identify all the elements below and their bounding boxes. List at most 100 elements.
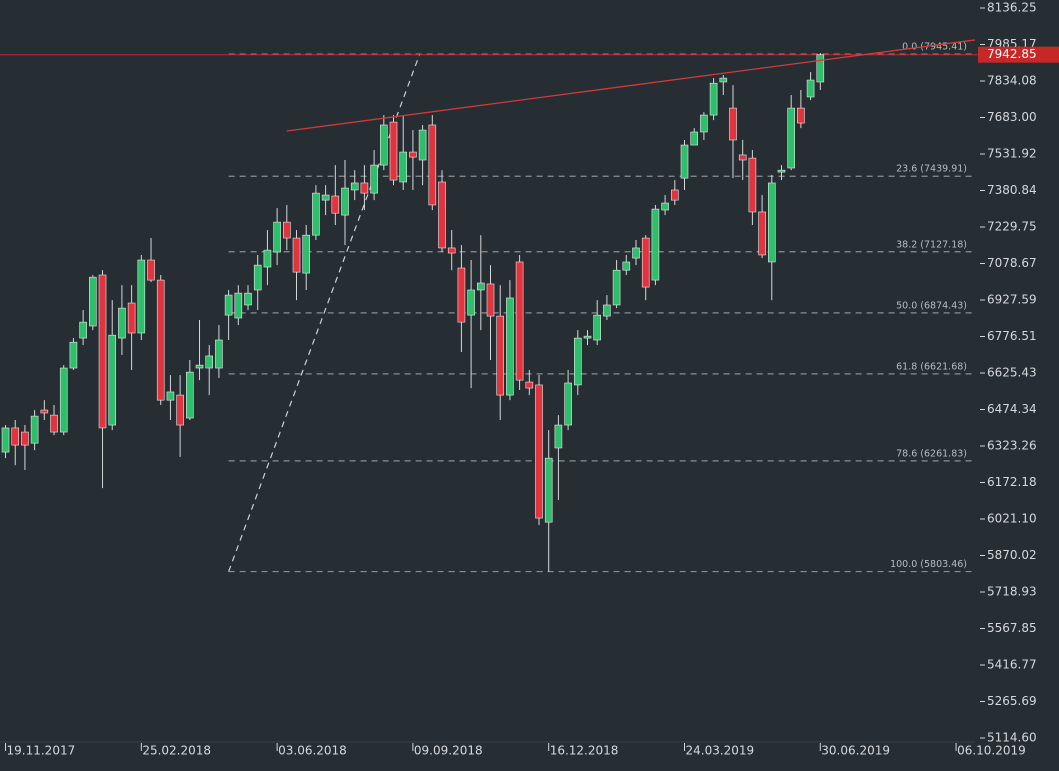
y-tick-label: 7834.08 bbox=[987, 74, 1037, 88]
candle-body bbox=[680, 144, 689, 179]
candle-body bbox=[11, 427, 20, 446]
candle-body bbox=[729, 107, 737, 141]
candle-body bbox=[409, 151, 417, 158]
candle-body bbox=[438, 181, 446, 249]
candle-body bbox=[738, 154, 747, 161]
y-tick-label: 8136.25 bbox=[987, 1, 1037, 15]
candle-body bbox=[477, 282, 485, 291]
candle-body bbox=[127, 302, 136, 334]
candle-body bbox=[612, 269, 621, 306]
candle-body bbox=[583, 335, 592, 339]
trendline bbox=[286, 39, 976, 132]
fib-diagonal bbox=[228, 53, 421, 572]
candle-body bbox=[331, 195, 340, 214]
candle-body bbox=[156, 279, 165, 401]
candle-body bbox=[399, 151, 408, 183]
y-tick-label: 7683.00 bbox=[987, 110, 1037, 124]
x-tick-label: 19.11.2017 bbox=[7, 744, 76, 758]
y-tick-label: 7078.67 bbox=[987, 256, 1037, 270]
candle-body bbox=[506, 297, 514, 396]
x-tick-label: 25.02.2018 bbox=[142, 744, 211, 758]
candle-body bbox=[108, 334, 117, 426]
candle-body bbox=[59, 367, 68, 433]
price-label: 7942.85 bbox=[987, 47, 1037, 61]
candle-body bbox=[89, 276, 97, 327]
fib-level-label: 100.0 (5803.46) bbox=[890, 559, 967, 570]
candle-body bbox=[816, 54, 825, 83]
candle-body bbox=[457, 267, 466, 323]
fib-level-label: 23.6 (7439.91) bbox=[896, 164, 967, 175]
candle-body bbox=[118, 307, 126, 339]
fib-level-label: 78.6 (6261.83) bbox=[896, 448, 967, 459]
candle-body bbox=[467, 289, 475, 316]
candle-body bbox=[428, 124, 437, 206]
candle-body bbox=[176, 394, 184, 426]
candle-body bbox=[641, 237, 650, 288]
x-tick-label: 30.06.2019 bbox=[821, 744, 890, 758]
candle-body bbox=[302, 234, 311, 274]
fib-level-label: 50.0 (6874.43) bbox=[896, 300, 967, 311]
candle-body bbox=[1, 427, 10, 453]
candle-body bbox=[690, 131, 698, 146]
candle-body bbox=[98, 274, 107, 429]
x-tick-label: 03.06.2018 bbox=[278, 744, 347, 758]
candle-body bbox=[283, 221, 291, 239]
candle-body bbox=[186, 371, 194, 419]
candle-body bbox=[806, 79, 815, 98]
y-tick-label: 7229.75 bbox=[987, 220, 1037, 234]
y-tick-label: 6323.26 bbox=[987, 439, 1037, 453]
candle-body bbox=[350, 182, 359, 191]
y-tick-label: 5567.85 bbox=[987, 621, 1037, 635]
candle-body bbox=[670, 189, 679, 201]
candle-body bbox=[389, 121, 398, 181]
candle-body bbox=[234, 292, 243, 319]
candle-body bbox=[447, 247, 456, 254]
y-tick-label: 5416.77 bbox=[987, 657, 1037, 671]
candle-body bbox=[777, 169, 786, 173]
candle-body bbox=[292, 237, 301, 273]
candle-body bbox=[273, 221, 281, 253]
candle-body bbox=[535, 384, 543, 519]
candle-body bbox=[79, 321, 87, 339]
candle-body bbox=[21, 431, 29, 446]
candle-body bbox=[418, 129, 427, 161]
fib-level-label: 61.8 (6621.68) bbox=[896, 361, 967, 372]
candle-body bbox=[651, 208, 660, 281]
y-tick-label: 6474.34 bbox=[987, 402, 1037, 416]
fib-level-label: 0.0 (7945.41) bbox=[902, 42, 967, 53]
candle-body bbox=[661, 202, 669, 211]
x-tick-label: 09.09.2018 bbox=[414, 744, 483, 758]
y-tick-label: 7380.84 bbox=[987, 183, 1037, 197]
candle-body bbox=[30, 415, 39, 444]
candle-body bbox=[50, 414, 58, 433]
y-tick-label: 5870.02 bbox=[987, 548, 1037, 562]
candle-body bbox=[360, 182, 369, 194]
candle-body bbox=[370, 164, 378, 194]
candle-body bbox=[622, 261, 631, 271]
candle-body bbox=[40, 409, 49, 414]
candle-body bbox=[709, 82, 718, 116]
candle-body bbox=[147, 259, 155, 281]
y-tick-label: 6776.51 bbox=[987, 329, 1037, 343]
candle-body bbox=[496, 315, 505, 396]
candle-body bbox=[748, 157, 757, 213]
candle-body bbox=[700, 114, 708, 133]
candle-body bbox=[797, 107, 805, 124]
y-tick-label: 5114.60 bbox=[987, 731, 1037, 745]
candle-body bbox=[574, 337, 582, 386]
x-tick-label: 06.10.2019 bbox=[957, 744, 1026, 758]
candle-body bbox=[758, 211, 766, 256]
x-tick-label: 16.12.2018 bbox=[550, 744, 619, 758]
candle-body bbox=[515, 261, 524, 381]
candle-body bbox=[719, 77, 728, 83]
candle-body bbox=[195, 364, 204, 369]
candle-body bbox=[253, 264, 262, 291]
candle-body bbox=[244, 292, 252, 306]
candle-body bbox=[215, 339, 223, 369]
candle-body bbox=[632, 247, 640, 259]
candle-body bbox=[321, 194, 330, 201]
candle-body bbox=[544, 457, 553, 523]
fib-level-label: 38.2 (7127.18) bbox=[896, 239, 967, 250]
candle-body bbox=[593, 314, 602, 341]
